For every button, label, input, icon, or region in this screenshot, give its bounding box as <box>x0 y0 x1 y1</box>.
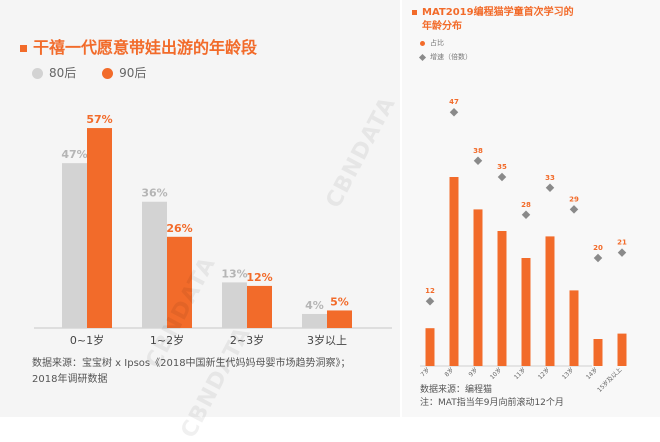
x-tick-label: 2~3岁 <box>230 333 264 347</box>
left-source-line2: 2018年调研数据 <box>32 374 108 385</box>
right-title-line1: MAT2019编程猫学童首次学习的 <box>422 7 574 18</box>
data-label: 5% <box>330 295 349 308</box>
bar-90 <box>87 128 112 328</box>
left-source-line1: 数据来源：宝宝树 x Ipsos《2018中国新生代妈妈母婴市场趋势洞察》； <box>32 358 351 369</box>
legend-dot-icon <box>102 68 114 79</box>
growth-label: 47 <box>449 98 459 106</box>
x-tick-label: 13岁 <box>560 366 575 381</box>
left-legend: 80后 90后 <box>32 64 168 81</box>
bar-90 <box>167 236 192 328</box>
data-label: 26% <box>166 222 192 235</box>
growth-marker <box>449 107 459 117</box>
growth-label: 29 <box>569 195 579 203</box>
x-tick-label: 1~2岁 <box>150 333 184 347</box>
share-bar <box>521 258 531 366</box>
right-chart-title: MAT2019编程猫学童首次学习的 年龄分布 <box>412 6 574 34</box>
growth-label: 33 <box>545 174 555 182</box>
share-bar <box>425 328 435 366</box>
legend-dot-icon <box>420 40 425 46</box>
growth-marker <box>569 205 579 214</box>
x-tick-label: 10岁 <box>488 366 503 381</box>
legend-item-growth: 增速（倍数） <box>418 50 472 64</box>
legend-label-share: 占比 <box>430 39 444 47</box>
bar-90 <box>327 310 352 328</box>
infographic: 干禧一代愿意带娃出游的年龄段 80后 90后 47% 57% 0~1岁 36% 26% 1… <box>20 0 660 442</box>
x-tick-label: 0~1岁 <box>70 333 104 347</box>
share-bar <box>569 290 579 366</box>
x-tick-label: 11岁 <box>512 366 527 381</box>
data-label: 4% <box>305 299 324 312</box>
legend-item-80: 80后 <box>32 64 76 81</box>
share-bar <box>497 231 507 366</box>
legend-item-90: 90后 <box>102 64 146 81</box>
bar-80 <box>142 201 167 328</box>
right-source-line1: 数据来源：编程猫 <box>420 385 493 395</box>
x-tick-label: 14岁 <box>584 366 599 381</box>
legend-label-90: 90后 <box>119 66 147 80</box>
right-legend: 占比 增速（倍数） <box>418 36 472 64</box>
right-source: 数据来源：编程猫 注：MAT指当年9月向前滚动12个月 <box>420 384 564 410</box>
growth-label: 35 <box>497 163 507 171</box>
right-bar-chart: 12 7岁 47 8岁 38 9岁 35 10岁 28 11岁 33 12岁 29 13岁 20 14岁 21 1… <box>419 98 627 394</box>
growth-label: 20 <box>593 244 603 252</box>
growth-marker <box>593 253 603 263</box>
right-title-line2: 年龄分布 <box>422 21 462 32</box>
legend-item-share: 占比 <box>420 36 472 50</box>
legend-label-80: 80后 <box>49 66 77 80</box>
growth-marker <box>425 296 435 306</box>
title-square-icon <box>20 45 27 52</box>
x-tick-label: 15岁及以上 <box>595 366 623 394</box>
data-label: 12% <box>246 271 272 284</box>
title-square-icon <box>412 9 417 15</box>
left-title-text: 干禧一代愿意带娃出游的年龄段 <box>33 38 258 57</box>
share-bar <box>473 209 483 366</box>
x-tick-label: 12岁 <box>536 366 551 381</box>
right-source-line2: 注：MAT指当年9月向前滚动12个月 <box>420 398 564 408</box>
share-bar <box>449 177 459 366</box>
bar-90 <box>247 285 272 328</box>
bar-80 <box>222 282 247 328</box>
x-tick-label: 7岁 <box>419 366 432 379</box>
growth-label: 12 <box>425 287 435 295</box>
growth-marker <box>545 183 555 193</box>
share-bar <box>617 333 627 366</box>
data-label: 47% <box>61 148 87 161</box>
x-tick-label: 3岁以上 <box>307 333 347 347</box>
left-bar-chart: 47% 57% 0~1岁 36% 26% 1~2岁 13%12% 2~3岁 4% 5% 3岁以上 <box>34 113 392 347</box>
left-chart-title: 干禧一代愿意带娃出游的年龄段 <box>20 34 257 58</box>
legend-label-growth: 增速（倍数） <box>430 53 472 61</box>
growth-marker <box>497 172 507 182</box>
growth-label: 28 <box>521 201 531 209</box>
growth-label: 38 <box>473 147 483 155</box>
bar-80 <box>302 313 327 328</box>
growth-marker <box>617 248 627 257</box>
x-tick-label: 8岁 <box>443 366 456 379</box>
x-tick-label: 9岁 <box>467 366 480 379</box>
legend-dot-icon <box>32 68 43 79</box>
growth-marker <box>521 210 531 220</box>
right-panel <box>402 0 660 417</box>
share-bar <box>593 339 603 366</box>
bar-80 <box>62 163 87 328</box>
growth-label: 21 <box>617 239 627 247</box>
share-bar <box>545 236 555 366</box>
data-label: 57% <box>86 113 112 126</box>
data-label: 13% <box>221 267 247 280</box>
data-label: 36% <box>141 187 167 200</box>
left-source: 数据来源：宝宝树 x Ipsos《2018中国新生代妈妈母婴市场趋势洞察》； 2… <box>32 356 392 388</box>
growth-marker <box>473 156 483 166</box>
